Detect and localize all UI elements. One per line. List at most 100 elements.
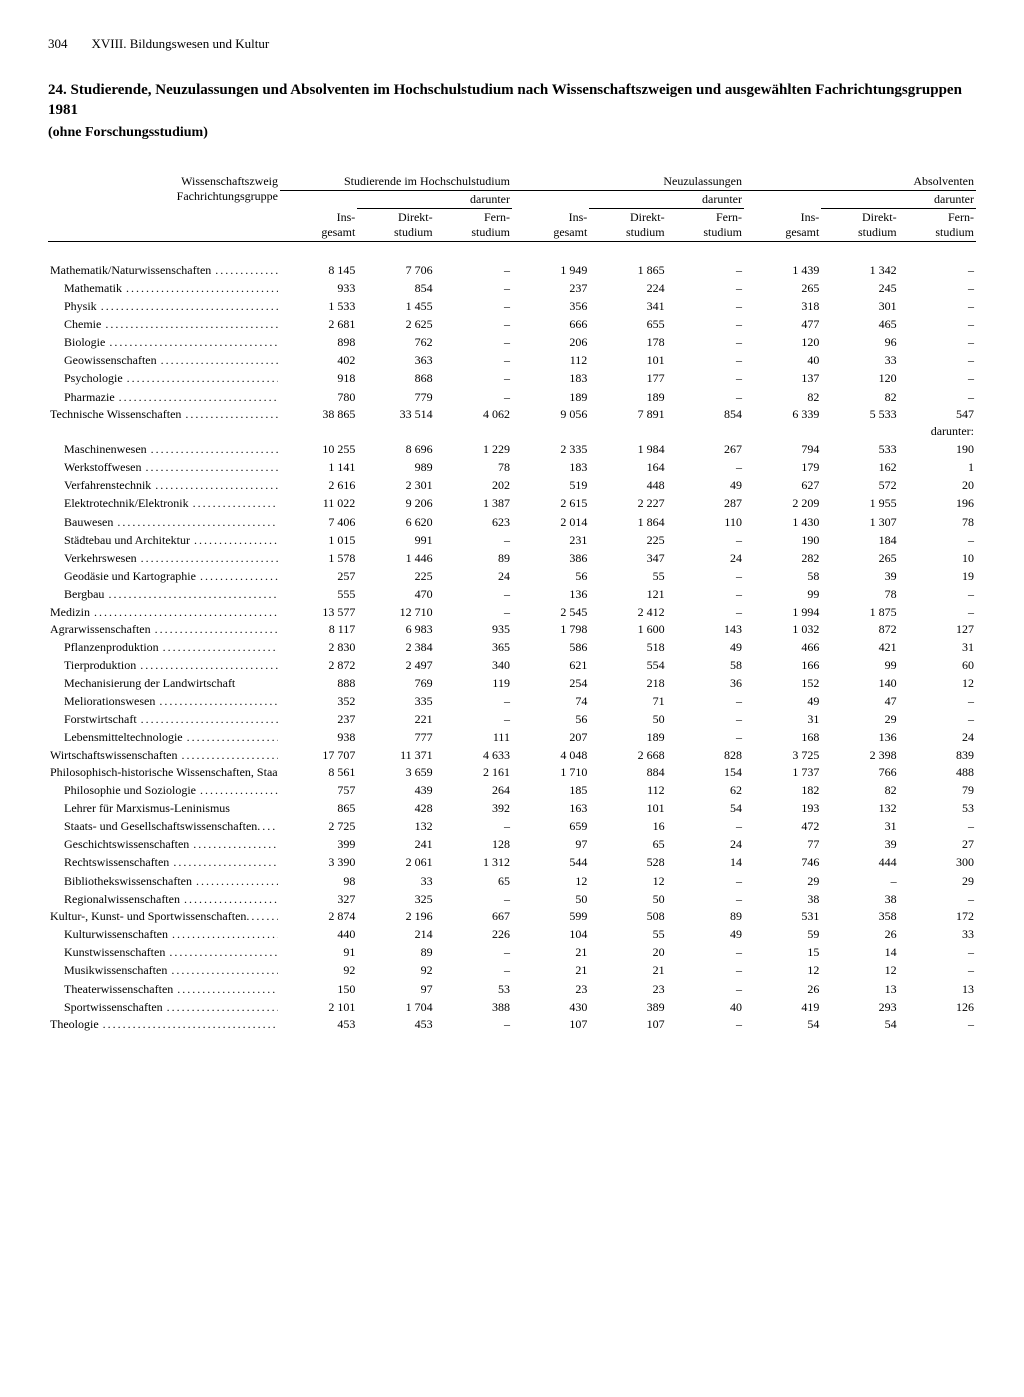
- cell: 50: [589, 710, 666, 728]
- cell: 1 430: [744, 513, 821, 531]
- cell: 150: [280, 980, 357, 998]
- cell: 325: [357, 890, 434, 908]
- cell: –: [899, 604, 976, 621]
- cell: 769: [357, 674, 434, 692]
- sub-row: Theaterwissenschaften15097532323–261313: [48, 980, 976, 998]
- cell: 162: [821, 458, 898, 476]
- cell: 99: [821, 656, 898, 674]
- cell: 1 875: [821, 604, 898, 621]
- sub-row: Kulturwissenschaften44021422610455495926…: [48, 925, 976, 943]
- cell: 99: [744, 585, 821, 603]
- cell: 96: [821, 333, 898, 351]
- cell: –: [667, 604, 744, 621]
- cell: 24: [667, 835, 744, 853]
- cell: 933: [280, 279, 357, 297]
- cell: 1 955: [821, 494, 898, 512]
- cell: 54: [744, 1016, 821, 1033]
- row-label: Kultur-, Kunst- und Sportwissenschaften …: [48, 908, 280, 925]
- row-label: Mathematik: [48, 279, 280, 297]
- cell: 154: [667, 764, 744, 781]
- row-label: Lehrer für Marxismus-Leninismus: [48, 799, 280, 817]
- cell: 1 032: [744, 621, 821, 638]
- cell: 132: [821, 799, 898, 817]
- cell: 78: [435, 458, 512, 476]
- cell: 56: [512, 710, 589, 728]
- cell: 2 384: [357, 638, 434, 656]
- cell: –: [667, 1016, 744, 1033]
- cell: 572: [821, 476, 898, 494]
- cell: 8 696: [357, 440, 434, 458]
- cell: 21: [512, 961, 589, 979]
- cell: 365: [435, 638, 512, 656]
- cell: 13: [899, 980, 976, 998]
- cell: 8 145: [280, 262, 357, 279]
- cell: 518: [589, 638, 666, 656]
- cell: 762: [357, 333, 434, 351]
- cell: –: [667, 262, 744, 279]
- cell: 2 681: [280, 315, 357, 333]
- row-label: Geowissenschaften: [48, 351, 280, 369]
- cell: –: [899, 817, 976, 835]
- cell: 31: [744, 710, 821, 728]
- cell: 3 659: [357, 764, 434, 781]
- cell: 4 062: [435, 406, 512, 423]
- hdr-dir-1: Direkt- studium: [357, 208, 434, 241]
- cell: 207: [512, 728, 589, 746]
- cell: 388: [435, 998, 512, 1016]
- cell: –: [667, 961, 744, 979]
- cell: 193: [744, 799, 821, 817]
- cell: –: [435, 890, 512, 908]
- cell: 1 737: [744, 764, 821, 781]
- cell: 318: [744, 297, 821, 315]
- cell: 245: [821, 279, 898, 297]
- cell: 6 339: [744, 406, 821, 423]
- cell: 352: [280, 692, 357, 710]
- cell: 12 710: [357, 604, 434, 621]
- cell: 71: [589, 692, 666, 710]
- sub-row: Werkstoffwesen1 14198978183164–1791621: [48, 458, 976, 476]
- cell: 1 865: [589, 262, 666, 279]
- page-header: 304 XVIII. Bildungswesen und Kultur: [48, 36, 976, 52]
- cell: –: [899, 710, 976, 728]
- row-label: Verkehrswesen: [48, 549, 280, 567]
- cell: 938: [280, 728, 357, 746]
- cell: 3 725: [744, 747, 821, 764]
- row-label: Werkstoffwesen: [48, 458, 280, 476]
- cell: 2 101: [280, 998, 357, 1016]
- cell: 60: [899, 656, 976, 674]
- row-label: Physik: [48, 297, 280, 315]
- cell: 935: [435, 621, 512, 638]
- row-label: Geschichtswissenschaften: [48, 835, 280, 853]
- cell: –: [667, 710, 744, 728]
- cell: 24: [899, 728, 976, 746]
- cell: 17 707: [280, 747, 357, 764]
- cell: 92: [280, 961, 357, 979]
- cell: –: [899, 279, 976, 297]
- cell: 1 141: [280, 458, 357, 476]
- cell: 39: [821, 835, 898, 853]
- cell: –: [435, 279, 512, 297]
- cell: 586: [512, 638, 589, 656]
- cell: 2 398: [821, 747, 898, 764]
- table-body: Mathematik/Naturwissenschaften8 1457 706…: [48, 241, 976, 1033]
- cell: 65: [589, 835, 666, 853]
- cell: 655: [589, 315, 666, 333]
- cell: 77: [744, 835, 821, 853]
- cell: –: [667, 531, 744, 549]
- cell: 225: [357, 567, 434, 585]
- cell: 26: [821, 925, 898, 943]
- cell: 49: [667, 925, 744, 943]
- row-label: Theologie: [48, 1016, 280, 1033]
- cell: –: [667, 980, 744, 998]
- cell: 26: [744, 980, 821, 998]
- cell: 865: [280, 799, 357, 817]
- cell: 168: [744, 728, 821, 746]
- cell: 2 625: [357, 315, 434, 333]
- cell: 264: [435, 781, 512, 799]
- cell: 839: [899, 747, 976, 764]
- cell: 23: [589, 980, 666, 998]
- cell: 766: [821, 764, 898, 781]
- cell: 466: [744, 638, 821, 656]
- cell: 15: [744, 943, 821, 961]
- cell: 989: [357, 458, 434, 476]
